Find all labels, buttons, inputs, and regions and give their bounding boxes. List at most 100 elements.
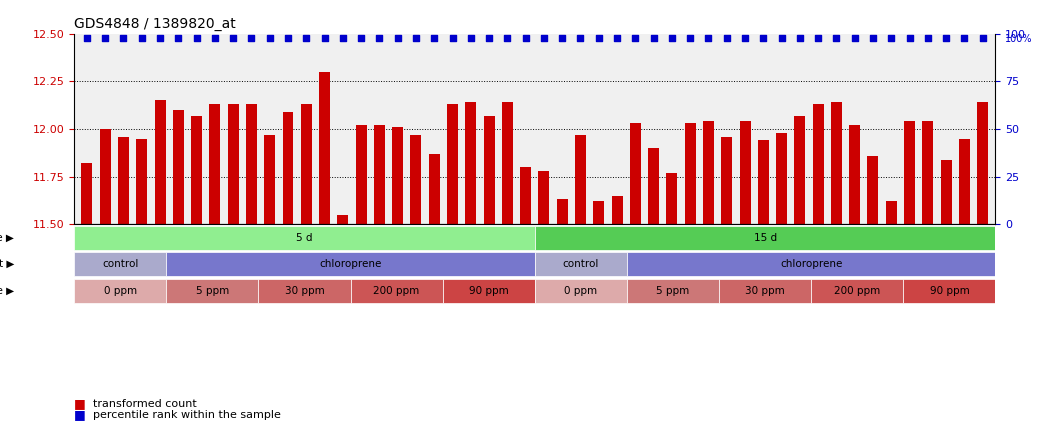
Bar <box>228 104 238 224</box>
Bar <box>831 102 842 224</box>
FancyBboxPatch shape <box>535 253 627 277</box>
Bar <box>648 148 659 224</box>
Text: 90 ppm: 90 ppm <box>469 286 508 296</box>
Point <box>682 34 699 41</box>
Bar <box>118 137 129 224</box>
Text: 5 ppm: 5 ppm <box>196 286 229 296</box>
Text: 90 ppm: 90 ppm <box>930 286 969 296</box>
Point <box>700 34 717 41</box>
Bar <box>904 121 915 224</box>
Point <box>737 34 754 41</box>
Point <box>956 34 973 41</box>
Bar <box>191 116 202 224</box>
Text: GDS4848 / 1389820_at: GDS4848 / 1389820_at <box>74 17 236 31</box>
Text: 200 ppm: 200 ppm <box>834 286 880 296</box>
Point <box>536 34 553 41</box>
Bar <box>265 135 275 224</box>
FancyBboxPatch shape <box>74 225 535 250</box>
Bar <box>100 129 111 224</box>
Bar <box>356 125 366 224</box>
FancyBboxPatch shape <box>74 279 166 303</box>
Point <box>189 34 205 41</box>
Point <box>335 34 352 41</box>
Point <box>243 34 259 41</box>
Point <box>225 34 241 41</box>
Bar <box>155 101 165 224</box>
Point <box>627 34 644 41</box>
Text: 0 ppm: 0 ppm <box>564 286 597 296</box>
Text: 5 ppm: 5 ppm <box>657 286 689 296</box>
Point <box>298 34 315 41</box>
Text: dose ▶: dose ▶ <box>0 286 14 296</box>
FancyBboxPatch shape <box>535 279 627 303</box>
Bar <box>794 116 805 224</box>
Point <box>883 34 900 41</box>
Bar <box>392 127 403 224</box>
Point <box>390 34 407 41</box>
Bar <box>721 137 732 224</box>
Bar <box>484 116 495 224</box>
Point <box>755 34 772 41</box>
Bar <box>593 201 605 224</box>
Bar <box>411 135 421 224</box>
Point <box>207 34 223 41</box>
Bar <box>575 135 586 224</box>
Point <box>590 34 607 41</box>
Point <box>353 34 370 41</box>
Point <box>663 34 680 41</box>
Point <box>609 34 626 41</box>
Bar <box>82 163 92 224</box>
Point <box>517 34 534 41</box>
Text: control: control <box>562 259 599 269</box>
Point <box>901 34 918 41</box>
Point <box>115 34 132 41</box>
Bar <box>465 102 477 224</box>
FancyBboxPatch shape <box>719 279 811 303</box>
Point <box>426 34 443 41</box>
Point <box>463 34 480 41</box>
Point <box>645 34 662 41</box>
Point <box>96 34 113 41</box>
Text: 5 d: 5 d <box>297 233 312 243</box>
Bar <box>776 133 787 224</box>
Bar <box>338 215 348 224</box>
Bar <box>812 104 824 224</box>
Point <box>408 34 425 41</box>
Point <box>718 34 735 41</box>
Point <box>78 34 95 41</box>
Bar <box>885 201 897 224</box>
Bar <box>137 139 147 224</box>
Bar <box>520 167 532 224</box>
FancyBboxPatch shape <box>166 253 535 277</box>
Bar <box>739 121 751 224</box>
Bar <box>502 102 513 224</box>
Bar <box>319 72 330 224</box>
Point <box>974 34 991 41</box>
Text: control: control <box>102 259 139 269</box>
Point <box>316 34 333 41</box>
FancyBboxPatch shape <box>74 253 166 277</box>
Point <box>280 34 297 41</box>
Bar <box>301 104 311 224</box>
FancyBboxPatch shape <box>627 279 719 303</box>
FancyBboxPatch shape <box>351 279 443 303</box>
Point <box>554 34 571 41</box>
Bar <box>429 154 439 224</box>
Point <box>773 34 790 41</box>
Point <box>572 34 589 41</box>
FancyBboxPatch shape <box>811 279 903 303</box>
Bar <box>958 139 970 224</box>
Point <box>846 34 863 41</box>
Point <box>151 34 168 41</box>
Bar <box>538 171 550 224</box>
Point <box>864 34 881 41</box>
Text: 0 ppm: 0 ppm <box>104 286 137 296</box>
FancyBboxPatch shape <box>443 279 535 303</box>
Text: 200 ppm: 200 ppm <box>374 286 419 296</box>
Bar <box>447 104 459 224</box>
Bar <box>246 104 257 224</box>
Bar <box>703 121 714 224</box>
Point <box>371 34 388 41</box>
Bar <box>977 102 988 224</box>
Text: transformed count: transformed count <box>93 399 197 409</box>
